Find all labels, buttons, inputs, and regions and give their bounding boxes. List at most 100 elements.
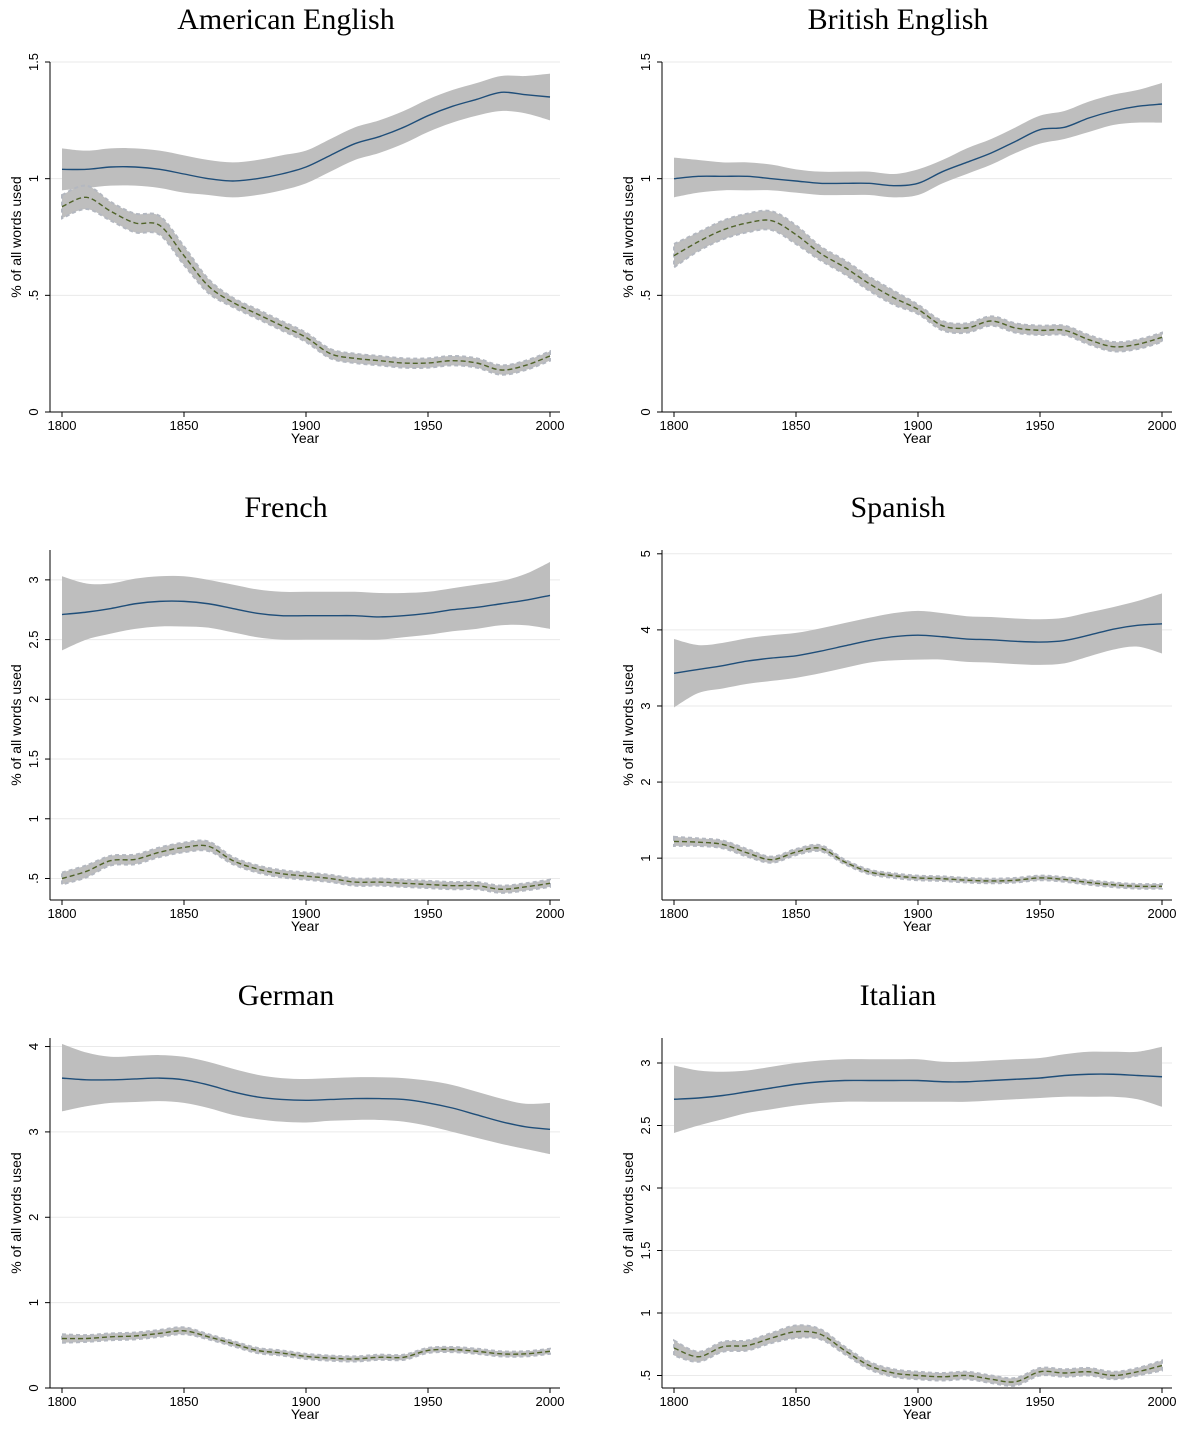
- y-tick-label: 3: [638, 1059, 653, 1066]
- x-tick-label: 1850: [170, 906, 199, 921]
- x-tick-label: 1900: [904, 906, 933, 921]
- x-tick-label: 1950: [1026, 418, 1055, 433]
- x-tick-label: 2000: [536, 1394, 565, 1409]
- chart-svg: .5 1 1.5 2 2.5 3 1800 1850 1900 1950 2000 Year % of …: [620, 1038, 1177, 1422]
- chart-panel-0: American English 0 .5 1 1.5 1800 1850 1900 1950…: [0, 0, 590, 470]
- y-tick-label: 2: [26, 1214, 41, 1221]
- y-tick-label: 4: [638, 626, 653, 633]
- y-tick-label: .5: [638, 1370, 653, 1381]
- y-tick-label: 1: [638, 855, 653, 862]
- y-tick-label: .5: [638, 290, 653, 301]
- x-tick-label: 1950: [414, 906, 443, 921]
- series-line: [673, 219, 1163, 348]
- x-axis-label: Year: [903, 430, 932, 446]
- x-tick-label: 2000: [536, 418, 565, 433]
- y-axis-label: % of all words used: [620, 176, 636, 297]
- series-line: [673, 1073, 1163, 1100]
- x-tick-label: 1800: [660, 906, 689, 921]
- chart-panel-2: French .5 1 1.5 2 2.5 3 1800 1850 1900 1950 2000 Ye…: [0, 488, 590, 958]
- chart-title: French: [244, 491, 328, 524]
- x-tick-label: 1850: [170, 418, 199, 433]
- chart-panel-3: Spanish 1 2 3 4 5 1800 1850 1900 1950 2000 Year % o…: [612, 488, 1193, 958]
- y-tick-label: 2: [638, 778, 653, 785]
- x-tick-label: 1800: [48, 418, 77, 433]
- y-axis-label: % of all words used: [8, 176, 24, 297]
- y-tick-label: 1: [638, 175, 653, 182]
- y-tick-label: 1.5: [638, 53, 653, 71]
- series-line: [673, 623, 1163, 674]
- x-tick-label: 2000: [1148, 906, 1177, 921]
- confidence-band: [673, 209, 1163, 353]
- y-tick-label: 3: [26, 576, 41, 583]
- y-tick-label: 1: [26, 815, 41, 822]
- x-tick-label: 1850: [782, 418, 811, 433]
- confidence-band: [673, 835, 1163, 890]
- chart-panel-5: Italian .5 1 1.5 2 2.5 3 1800 1850 1900 1950 2000 Y…: [612, 976, 1193, 1446]
- y-tick-label: 1: [26, 175, 41, 182]
- y-tick-label: 4: [26, 1043, 41, 1050]
- x-tick-label: 1900: [292, 418, 321, 433]
- y-tick-label: .5: [26, 873, 41, 884]
- series-line: [61, 1077, 551, 1131]
- chart-svg: .5 1 1.5 2 2.5 3 1800 1850 1900 1950 2000 Year % of …: [8, 550, 565, 934]
- x-tick-label: 2000: [1148, 1394, 1177, 1409]
- confidence-band: [61, 184, 551, 376]
- chart-title: American English: [177, 3, 395, 36]
- confidence-band: [62, 1043, 550, 1155]
- chart-panel-1: British English 0 .5 1 1.5 1800 1850 1900 1950 2…: [612, 0, 1193, 470]
- y-tick-label: 1.5: [26, 750, 41, 768]
- x-tick-label: 1800: [48, 1394, 77, 1409]
- y-axis-label: % of all words used: [620, 1152, 636, 1273]
- series-line: [61, 1330, 551, 1360]
- series-line: [61, 196, 551, 371]
- x-tick-label: 1950: [414, 1394, 443, 1409]
- y-axis-label: % of all words used: [8, 664, 24, 785]
- x-tick-label: 1950: [414, 418, 443, 433]
- y-tick-label: 2.5: [638, 1116, 653, 1134]
- series-line: [673, 840, 1163, 888]
- chart-svg: 1 2 3 4 5 1800 1850 1900 1950 2000 Year % of all wo…: [620, 550, 1177, 934]
- confidence-band: [61, 1326, 551, 1363]
- chart-svg: 0 .5 1 1.5 1800 1850 1900 1950 2000 Year % of all …: [8, 53, 565, 446]
- chart-title: German: [237, 979, 335, 1012]
- chart-title: British English: [807, 3, 989, 36]
- x-tick-label: 1800: [660, 1394, 689, 1409]
- x-axis-label: Year: [291, 1406, 320, 1422]
- x-tick-label: 1850: [782, 906, 811, 921]
- y-tick-label: 5: [638, 550, 653, 557]
- x-tick-label: 1850: [782, 1394, 811, 1409]
- y-tick-label: .5: [26, 290, 41, 301]
- x-axis-label: Year: [291, 430, 320, 446]
- y-axis-label: % of all words used: [620, 664, 636, 785]
- x-tick-label: 1950: [1026, 906, 1055, 921]
- x-tick-label: 1800: [660, 418, 689, 433]
- chart-svg: 0 1 2 3 4 1800 1850 1900 1950 2000 Year % of all wo…: [8, 1038, 565, 1422]
- x-tick-label: 2000: [1148, 418, 1177, 433]
- x-tick-label: 1900: [292, 1394, 321, 1409]
- series-line: [673, 103, 1163, 187]
- x-tick-label: 1850: [170, 1394, 199, 1409]
- y-tick-label: 2.5: [26, 631, 41, 649]
- confidence-band: [62, 561, 550, 651]
- y-tick-label: 1: [638, 1309, 653, 1316]
- confidence-band: [62, 73, 550, 198]
- chart-panel-4: German 0 1 2 3 4 1800 1850 1900 1950 2000 Year % of…: [0, 976, 590, 1446]
- y-tick-label: 3: [638, 702, 653, 709]
- x-axis-label: Year: [903, 1406, 932, 1422]
- y-tick-label: 0: [26, 408, 41, 415]
- y-axis-label: % of all words used: [8, 1152, 24, 1273]
- x-axis-label: Year: [291, 918, 320, 934]
- y-tick-label: 1.5: [26, 53, 41, 71]
- y-tick-label: 2: [638, 1184, 653, 1191]
- series-line: [673, 1330, 1163, 1383]
- x-axis-label: Year: [903, 918, 932, 934]
- x-tick-label: 2000: [536, 906, 565, 921]
- chart-title: Italian: [859, 979, 937, 1012]
- chart-svg: 0 .5 1 1.5 1800 1850 1900 1950 2000 Year % of all …: [620, 53, 1177, 446]
- x-tick-label: 1950: [1026, 1394, 1055, 1409]
- x-tick-label: 1900: [904, 418, 933, 433]
- confidence-band: [61, 839, 551, 894]
- chart-title: Spanish: [850, 491, 946, 524]
- x-tick-label: 1900: [904, 1394, 933, 1409]
- series-line: [61, 91, 551, 182]
